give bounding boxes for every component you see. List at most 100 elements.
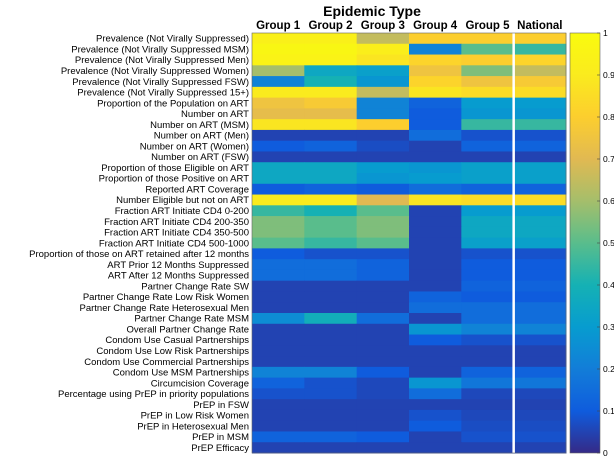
heatmap-cell [304, 399, 358, 411]
colorbar-ticks: 0 0.1 0.2 0.3 0.4 0.5 0.6 0.7 0.8 0.9 1 [597, 28, 614, 457]
heatmap-cell [252, 366, 305, 379]
heatmap-cell [252, 334, 305, 346]
row-labels: Prevalence (Not Virally Suppressed)Preva… [29, 34, 249, 454]
row-label: Partner Change Rate Heterosexual Men [79, 303, 249, 314]
heatmap-cell [461, 65, 515, 77]
heatmap-cell [356, 442, 410, 454]
heatmap-cell [513, 269, 567, 282]
row-label: Proportion of those on ART retained afte… [29, 249, 249, 260]
colorbar-tick-label: 1 [603, 28, 608, 38]
heatmap-cell [304, 33, 358, 45]
heatmap-cell [513, 323, 567, 336]
heatmap-cell [356, 173, 410, 185]
heatmap-cell [513, 366, 567, 379]
heatmap-cell [252, 140, 305, 152]
row-label: Proportion of those Positive on ART [99, 174, 250, 185]
heatmap-cell [356, 388, 410, 400]
column-labels: Group 1 Group 2 Group 3 Group 4 Group 5 Natio… [256, 20, 562, 32]
heatmap-cell [513, 86, 567, 99]
column-label: Group 1 [256, 20, 301, 32]
heatmap-cell [461, 226, 515, 239]
heatmap-cell [304, 54, 358, 66]
heatmap-cell [409, 194, 462, 206]
column-label: National [517, 20, 562, 32]
heatmap-cell [513, 313, 567, 325]
heatmap-cell [409, 33, 462, 45]
column-label: Group 2 [308, 20, 352, 32]
heatmap-cell [356, 269, 410, 282]
row-label: PrEP in MSM [192, 432, 249, 443]
heatmap-cell [409, 226, 462, 239]
heatmap-cell [409, 313, 462, 325]
heatmap-cell [461, 140, 515, 152]
heatmap-cell [304, 431, 358, 443]
heatmap-cell [356, 226, 410, 239]
heatmap-cell [356, 345, 410, 357]
heatmap-cell [356, 237, 410, 249]
heatmap-cell [409, 269, 462, 282]
heatmap-cell [513, 345, 567, 357]
heatmap-cell [513, 205, 567, 217]
heatmap-cell [461, 356, 515, 368]
heatmap-cell [356, 291, 410, 303]
heatmap-cell [356, 399, 410, 411]
row-label: Condom Use Low Risk Partnerships [96, 346, 249, 357]
heatmap-cell [252, 173, 305, 185]
row-label: Fraction ART Initiate CD4 350-500 [104, 228, 249, 239]
heatmap-cell [252, 345, 305, 357]
row-label: Reported ART Coverage [145, 184, 249, 195]
heatmap-cell [513, 76, 567, 88]
row-label: Prevalence (Not Virally Suppressed) [96, 34, 249, 45]
heatmap-cell [409, 183, 462, 196]
heatmap-cell [461, 54, 515, 66]
heatmap-cell [356, 140, 410, 152]
heatmap-cell [356, 151, 410, 163]
heatmap-cell [252, 377, 305, 389]
heatmap-cell [461, 420, 515, 432]
heatmap-cell [461, 409, 515, 422]
colorbar-tick-label: 0.8 [603, 112, 614, 122]
colorbar-tick-label: 0.3 [603, 322, 614, 332]
heatmap-cell [252, 216, 305, 228]
heatmap-cell [252, 194, 305, 206]
heatmap-cell [513, 119, 567, 131]
heatmap-cell [409, 97, 462, 109]
heatmap-cell [304, 291, 358, 303]
heatmap-cell [304, 205, 358, 217]
heatmap-cell [356, 420, 410, 432]
heatmap-cell [252, 43, 305, 56]
heatmap-cell [304, 377, 358, 389]
heatmap-cell [356, 119, 410, 131]
colorbar [569, 32, 601, 454]
heatmap-cell [304, 43, 358, 56]
heatmap-cell [356, 43, 410, 56]
heatmap-cell [304, 366, 358, 379]
heatmap-cell [513, 173, 567, 185]
row-label: Circumcision Coverage [151, 378, 249, 389]
heatmap-cell [409, 356, 462, 368]
heatmap-cell [513, 140, 567, 152]
heatmap-cell [304, 420, 358, 432]
column-label: Group 4 [413, 20, 458, 32]
heatmap-cell [304, 226, 358, 239]
heatmap-cell [304, 97, 358, 109]
heatmap-cell [409, 119, 462, 131]
heatmap-cell [252, 409, 305, 422]
heatmap-cell [461, 205, 515, 217]
heatmap-cell [252, 86, 305, 99]
colorbar-tick-label: 0.4 [603, 280, 614, 290]
heatmap-cell [356, 323, 410, 336]
heatmap-cell [356, 334, 410, 346]
colorbar-tick-label: 0.7 [603, 154, 614, 164]
row-label: Proportion of those Eligible on ART [101, 163, 249, 174]
heatmap-cell [513, 65, 567, 77]
row-label: Fraction ART Initiate CD4 0-200 [115, 206, 249, 217]
heatmap-cell [513, 302, 567, 314]
heatmap-cell [356, 33, 410, 45]
heatmap-cell [356, 280, 410, 292]
heatmap-cell [356, 54, 410, 66]
heatmap-cell [304, 302, 358, 314]
heatmap-cell [304, 173, 358, 185]
heatmap-cell [252, 259, 305, 271]
heatmap-cell [252, 302, 305, 314]
